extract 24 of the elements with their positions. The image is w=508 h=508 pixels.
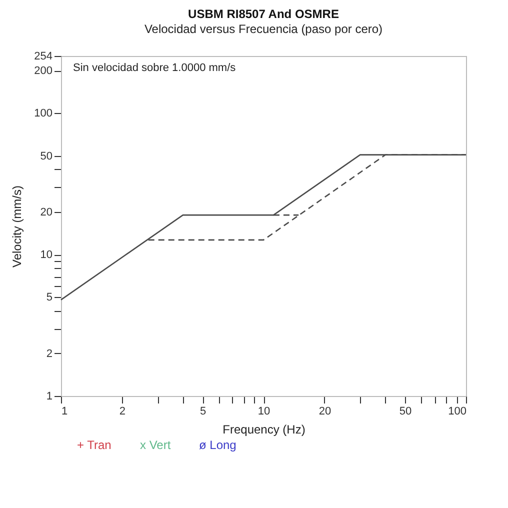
x-tick-label: 50 [399, 406, 412, 418]
y-tick-label: 2 [46, 348, 52, 360]
y-tick-label: 10 [40, 249, 52, 262]
annotation: Sin velocidad sobre 1.0000 mm/s [73, 62, 236, 74]
y-tick-label: 50 [40, 150, 52, 162]
y-tick-label: 20 [40, 206, 52, 219]
x-axis-title: Frequency (Hz) [222, 422, 306, 436]
x-tick-label: 10 [258, 406, 270, 418]
y-tick-label: 200 [34, 65, 52, 78]
y-tick-label: 1 [46, 390, 52, 402]
y-tick-label: 254 [34, 50, 52, 62]
x-tick-label: 100 [448, 406, 466, 418]
legend-label: x Vert [140, 438, 172, 452]
x-tick-label: 20 [318, 406, 332, 418]
y-axis-title: Velocity (mm/s) [10, 185, 24, 268]
chart-subtitle: Velocidad versus Frecuencia (paso por cero) [144, 22, 383, 36]
legend-label: ø Long [199, 438, 236, 452]
x-tick-label: 1 [62, 406, 68, 418]
x-tick-label: 5 [200, 406, 206, 418]
y-tick-label: 100 [34, 108, 52, 120]
y-tick-label: 5 [46, 292, 52, 304]
chart-title: USBM RI8507 And OSMRE [188, 7, 339, 21]
x-tick-label: 2 [119, 406, 126, 418]
legend-label: + Tran [77, 438, 112, 452]
